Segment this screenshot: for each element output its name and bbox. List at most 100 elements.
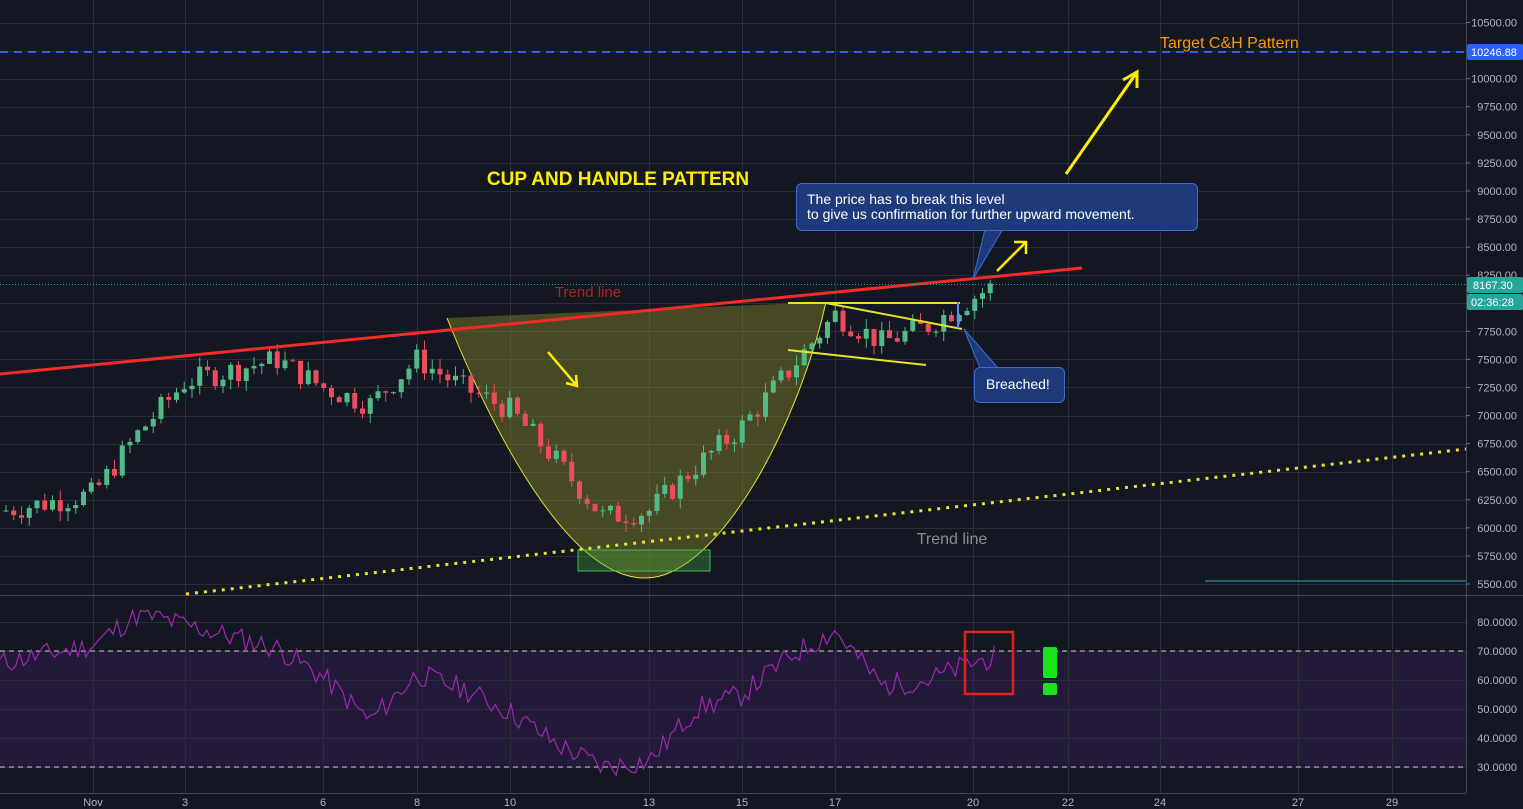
- candle-body[interactable]: [662, 484, 668, 494]
- candle-body[interactable]: [747, 414, 753, 421]
- candle-body[interactable]: [871, 328, 877, 346]
- candle-body[interactable]: [987, 283, 993, 294]
- candle-body[interactable]: [925, 323, 931, 332]
- candle-body[interactable]: [592, 503, 598, 512]
- candle-body[interactable]: [414, 349, 420, 369]
- candle-body[interactable]: [57, 500, 63, 512]
- candle-body[interactable]: [453, 375, 458, 381]
- candle-body[interactable]: [600, 510, 606, 512]
- candle-body[interactable]: [918, 320, 923, 324]
- candle-body[interactable]: [832, 310, 838, 322]
- candle-body[interactable]: [282, 360, 288, 369]
- candle-body[interactable]: [933, 331, 939, 333]
- candle-body[interactable]: [352, 393, 358, 409]
- candle-body[interactable]: [88, 482, 94, 492]
- candle-body[interactable]: [685, 475, 691, 480]
- candle-body[interactable]: [406, 368, 412, 380]
- candle-body[interactable]: [894, 338, 900, 342]
- candle-body[interactable]: [259, 363, 265, 367]
- candle-body[interactable]: [677, 475, 683, 499]
- candle-body[interactable]: [708, 450, 714, 453]
- candle-body[interactable]: [724, 435, 730, 444]
- candle-body[interactable]: [763, 392, 768, 417]
- candle-body[interactable]: [515, 397, 520, 414]
- candle-body[interactable]: [639, 515, 644, 525]
- candle-body[interactable]: [507, 397, 513, 418]
- candle-body[interactable]: [112, 468, 117, 476]
- candle-body[interactable]: [197, 366, 203, 386]
- candle-body[interactable]: [879, 330, 885, 346]
- trend-line-red[interactable]: [0, 266, 1083, 376]
- candle-body[interactable]: [739, 420, 745, 443]
- candle-body[interactable]: [817, 337, 823, 344]
- candle-body[interactable]: [274, 351, 280, 369]
- candle-body[interactable]: [794, 365, 799, 378]
- candle-body[interactable]: [243, 368, 249, 381]
- candle-body[interactable]: [391, 392, 396, 394]
- candle-body[interactable]: [956, 315, 962, 322]
- candle-body[interactable]: [158, 396, 164, 419]
- candle-body[interactable]: [127, 441, 133, 446]
- candle-body[interactable]: [150, 418, 156, 427]
- candle-body[interactable]: [437, 368, 443, 375]
- candle-body[interactable]: [220, 379, 226, 387]
- rsi-highlight-box[interactable]: [963, 630, 1015, 696]
- candle-body[interactable]: [119, 445, 125, 476]
- candle-body[interactable]: [73, 505, 79, 509]
- candle-body[interactable]: [321, 383, 327, 389]
- candle-body[interactable]: [3, 510, 9, 512]
- candle-body[interactable]: [887, 330, 892, 339]
- candle-body[interactable]: [305, 370, 311, 385]
- candle-body[interactable]: [491, 392, 497, 404]
- candle-body[interactable]: [476, 392, 482, 394]
- candle-body[interactable]: [11, 510, 17, 516]
- candle-body[interactable]: [290, 360, 296, 362]
- candle-body[interactable]: [623, 521, 629, 524]
- candle-body[interactable]: [693, 474, 699, 480]
- handle-descending-line[interactable]: [825, 302, 963, 330]
- candle-body[interactable]: [484, 392, 489, 394]
- target-arrow-icon[interactable]: [1064, 69, 1139, 175]
- candle-body[interactable]: [646, 510, 652, 516]
- candle-body[interactable]: [530, 423, 536, 427]
- candle-body[interactable]: [546, 446, 551, 459]
- candle-body[interactable]: [228, 364, 234, 380]
- candle-body[interactable]: [569, 461, 575, 482]
- candle-body[interactable]: [460, 375, 466, 377]
- rsi-line[interactable]: [0, 608, 996, 777]
- candle-body[interactable]: [561, 450, 567, 462]
- candle-body[interactable]: [770, 380, 776, 393]
- candle-body[interactable]: [212, 370, 218, 387]
- candle-body[interactable]: [143, 426, 148, 431]
- candle-body[interactable]: [422, 349, 427, 374]
- candle-body[interactable]: [577, 481, 582, 499]
- candle-body[interactable]: [522, 413, 528, 427]
- candle-body[interactable]: [972, 298, 978, 311]
- cup-shape[interactable]: [447, 302, 826, 578]
- candle-body[interactable]: [181, 389, 187, 393]
- candle-body[interactable]: [701, 452, 706, 475]
- confirmation-callout[interactable]: The price has to break this level to giv…: [796, 183, 1198, 231]
- candle-body[interactable]: [81, 491, 86, 506]
- candle-body[interactable]: [910, 320, 916, 331]
- arrow-down-icon[interactable]: [547, 351, 579, 388]
- candle-body[interactable]: [941, 315, 947, 332]
- candle-body[interactable]: [267, 351, 272, 364]
- candle-body[interactable]: [429, 368, 435, 374]
- candle-body[interactable]: [468, 375, 474, 393]
- candle-body[interactable]: [174, 392, 179, 400]
- candle-body[interactable]: [654, 493, 660, 511]
- candle-body[interactable]: [96, 482, 102, 485]
- candle-body[interactable]: [189, 385, 195, 390]
- candle-body[interactable]: [445, 374, 451, 381]
- cup-outline[interactable]: [446, 301, 827, 579]
- candle-body[interactable]: [608, 505, 613, 511]
- candle-body[interactable]: [778, 370, 784, 381]
- candle-body[interactable]: [360, 408, 365, 414]
- candle-body[interactable]: [236, 364, 241, 381]
- candle-body[interactable]: [383, 391, 389, 393]
- candle-body[interactable]: [553, 450, 559, 459]
- candle-body[interactable]: [65, 508, 71, 512]
- candle-body[interactable]: [42, 500, 48, 510]
- candle-body[interactable]: [251, 366, 257, 369]
